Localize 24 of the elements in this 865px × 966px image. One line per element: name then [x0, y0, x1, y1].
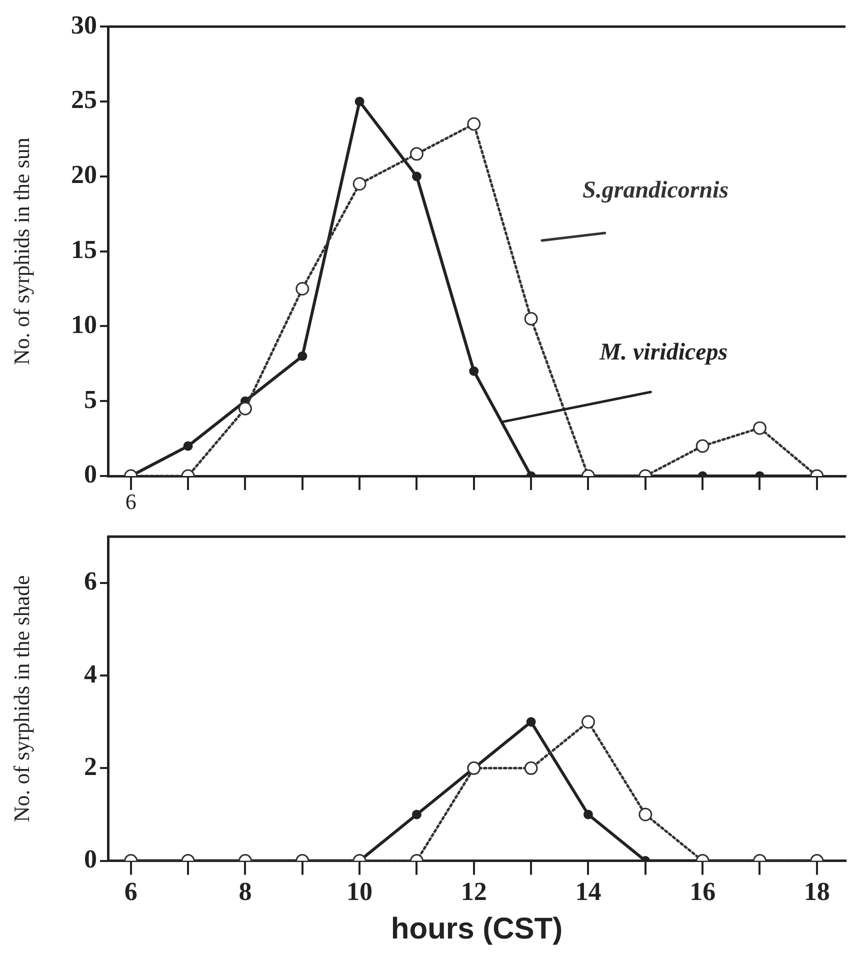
x-tick-label: 16 [690, 877, 716, 906]
y-tick-label: 15 [71, 235, 97, 264]
x-tick-label: 12 [460, 877, 487, 906]
text: S.grandicornis [582, 178, 729, 204]
x-tick-label: 14 [575, 877, 602, 906]
x-tick-label: 18 [804, 877, 830, 906]
x-tick-label: 8 [238, 877, 252, 906]
text: M. viridiceps [598, 339, 728, 366]
y-tick-label: 2 [84, 752, 97, 781]
y-axis-title: No. of syrphids in the shade [8, 575, 34, 822]
x-tick-label: 10 [346, 877, 373, 906]
y-tick-label: 5 [84, 384, 97, 414]
y-axis-title: No. of syrphids in the sun [8, 138, 34, 365]
y-tick-label: 10 [71, 310, 97, 339]
y-tick-label: 4 [84, 659, 97, 688]
y-tick-label: 6 [84, 566, 97, 596]
y-tick-label: 30 [71, 10, 97, 40]
x-axis-title: hours (CST) [390, 912, 563, 946]
y-tick-label: 20 [71, 160, 97, 190]
y-tick-label: 25 [71, 85, 97, 114]
y-tick-label: 0 [84, 844, 97, 874]
text: 6 [125, 488, 136, 514]
x-tick-label: 6 [124, 877, 138, 906]
y-tick-label: 0 [84, 460, 97, 489]
